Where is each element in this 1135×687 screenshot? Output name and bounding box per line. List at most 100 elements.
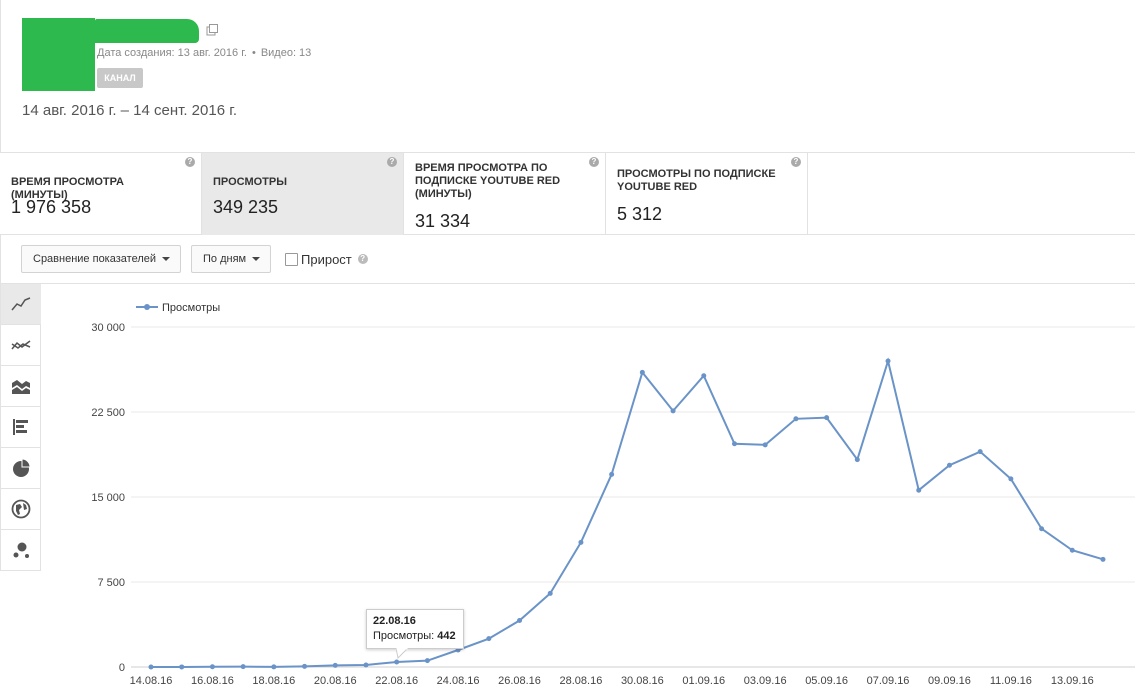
data-point[interactable] <box>854 457 860 463</box>
data-point[interactable] <box>517 618 523 624</box>
line-chart-button[interactable] <box>1 284 41 325</box>
series-views <box>148 357 1106 670</box>
compare-metrics-dropdown[interactable]: Сравнение показателей <box>21 245 181 273</box>
x-tick-label: 13.09.16 <box>1051 675 1094 687</box>
data-point[interactable] <box>885 358 891 364</box>
bubble-chart-icon <box>13 542 29 558</box>
pie-chart-button[interactable] <box>1 448 41 489</box>
x-tick-label: 14.08.16 <box>130 675 173 687</box>
multi-line-chart-button[interactable] <box>1 325 41 366</box>
bar-chart-icon <box>13 419 28 435</box>
grid-lines <box>131 326 1135 668</box>
help-icon[interactable]: ? <box>791 157 801 167</box>
legend-marker <box>144 304 150 310</box>
help-icon[interactable]: ? <box>185 157 195 167</box>
channel-meta: Дата создания: 13 авг. 2016 г. • Видео: 13 <box>97 47 311 59</box>
data-point[interactable] <box>394 659 400 665</box>
data-point[interactable] <box>824 415 830 421</box>
x-tick-label: 18.08.16 <box>252 675 295 687</box>
help-icon[interactable]: ? <box>357 254 368 264</box>
bar-chart-button[interactable] <box>1 407 41 448</box>
metric-value: 1 976 358 <box>11 197 92 217</box>
x-tick-label: 30.08.16 <box>621 675 664 687</box>
data-point[interactable] <box>977 449 983 455</box>
bubble-chart-button[interactable] <box>1 530 41 571</box>
y-tick-label: 22 500 <box>91 407 125 419</box>
x-tick-label: 26.08.16 <box>498 675 541 687</box>
geo-chart-button[interactable] <box>1 489 41 530</box>
metric-title: ПРОСМОТРЫ <box>213 176 287 188</box>
x-axis-ticks: 14.08.16 16.08.16 18.08.16 20.08.16 22.08.16… <box>130 675 1094 687</box>
chevron-down-icon <box>162 257 170 261</box>
tooltip-value: 442 <box>437 630 456 642</box>
line-chart: 0 7 500 15 000 22 500 30 000 14.08.16 16.08.1… <box>91 302 1135 687</box>
help-icon[interactable]: ? <box>387 157 397 167</box>
x-tick-label: 11.09.16 <box>990 675 1032 687</box>
metric-value: 5 312 <box>617 204 663 224</box>
compare-metrics-label: Сравнение показателей <box>33 253 156 265</box>
globe-icon <box>11 499 31 519</box>
tooltip-pointer <box>396 648 408 660</box>
x-tick-label: 01.09.16 <box>682 675 725 687</box>
growth-checkbox[interactable] <box>285 252 298 266</box>
period-dropdown[interactable]: По дням <box>191 245 271 273</box>
tooltip-label: Просмотры: <box>373 630 438 642</box>
x-tick-label: 22.08.16 <box>375 675 418 687</box>
series-line <box>150 357 1104 668</box>
x-tick-label: 09.09.16 <box>928 675 971 687</box>
stacked-area-icon <box>12 380 30 394</box>
metric-title: ПРОСМОТРЫ ПО ПОДПИСКЕ YOUTUBE RED <box>617 168 776 193</box>
data-point[interactable] <box>639 369 645 375</box>
data-point[interactable] <box>148 664 154 670</box>
metric-value: 31 334 <box>415 211 471 231</box>
data-point[interactable] <box>271 664 277 670</box>
x-tick-label: 16.08.16 <box>191 675 234 687</box>
data-point[interactable] <box>424 658 430 664</box>
metric-card-watch-time[interactable]: ВРЕМЯ ПРОСМОТРА (МИНУТЫ) 1 976 358 ? <box>0 153 202 235</box>
metric-card-red-watch-time[interactable]: ВРЕМЯ ПРОСМОТРА ПО ПОДПИСКЕ YOUTUBE RED … <box>404 153 606 235</box>
data-point[interactable] <box>731 441 737 447</box>
metric-card-red-views[interactable]: ПРОСМОТРЫ ПО ПОДПИСКЕ YOUTUBE RED 5 312 … <box>606 153 808 235</box>
created-date: Дата создания: 13 авг. 2016 г. <box>97 47 247 59</box>
data-point[interactable] <box>1039 526 1045 532</box>
channel-avatar[interactable] <box>22 18 95 91</box>
data-point[interactable] <box>670 408 676 414</box>
data-point[interactable] <box>332 662 338 668</box>
help-icon[interactable]: ? <box>589 157 599 167</box>
data-point[interactable] <box>302 663 308 669</box>
data-point[interactable] <box>701 373 707 379</box>
stacked-area-button[interactable] <box>1 366 41 407</box>
pie-chart-icon <box>13 458 31 477</box>
x-tick-label: 20.08.16 <box>314 675 357 687</box>
data-point[interactable] <box>609 471 615 477</box>
data-point[interactable] <box>179 664 185 670</box>
y-tick-label: 0 <box>119 662 125 674</box>
y-tick-label: 15 000 <box>91 492 125 504</box>
y-axis-ticks: 0 7 500 15 000 22 500 30 000 <box>91 322 125 674</box>
metric-value: 349 235 <box>213 197 279 217</box>
data-point[interactable] <box>916 487 922 493</box>
growth-label: Прирост <box>301 251 352 267</box>
growth-toggle[interactable]: Прирост ? <box>285 251 368 267</box>
data-point[interactable] <box>1069 547 1075 553</box>
data-point[interactable] <box>762 442 768 448</box>
data-point[interactable] <box>363 662 369 668</box>
x-tick-label: 05.09.16 <box>805 675 848 687</box>
external-link-icon[interactable] <box>206 24 218 36</box>
tooltip-date: 22.08.16 <box>373 615 416 627</box>
data-point[interactable] <box>578 539 584 545</box>
chart-type-toolbar <box>0 284 41 571</box>
data-point[interactable] <box>1100 556 1106 562</box>
data-point[interactable] <box>1008 476 1014 482</box>
data-point[interactable] <box>486 636 492 642</box>
x-tick-label: 07.09.16 <box>867 675 910 687</box>
channel-name-redacted[interactable] <box>95 19 199 43</box>
data-point[interactable] <box>793 416 799 422</box>
data-point[interactable] <box>209 664 215 670</box>
x-tick-label: 03.09.16 <box>744 675 787 687</box>
chart-legend: Просмотры <box>136 302 220 314</box>
data-point[interactable] <box>946 462 952 468</box>
data-point[interactable] <box>547 590 553 596</box>
metric-card-views[interactable]: ПРОСМОТРЫ 349 235 ? <box>202 153 404 235</box>
data-point[interactable] <box>240 664 246 670</box>
